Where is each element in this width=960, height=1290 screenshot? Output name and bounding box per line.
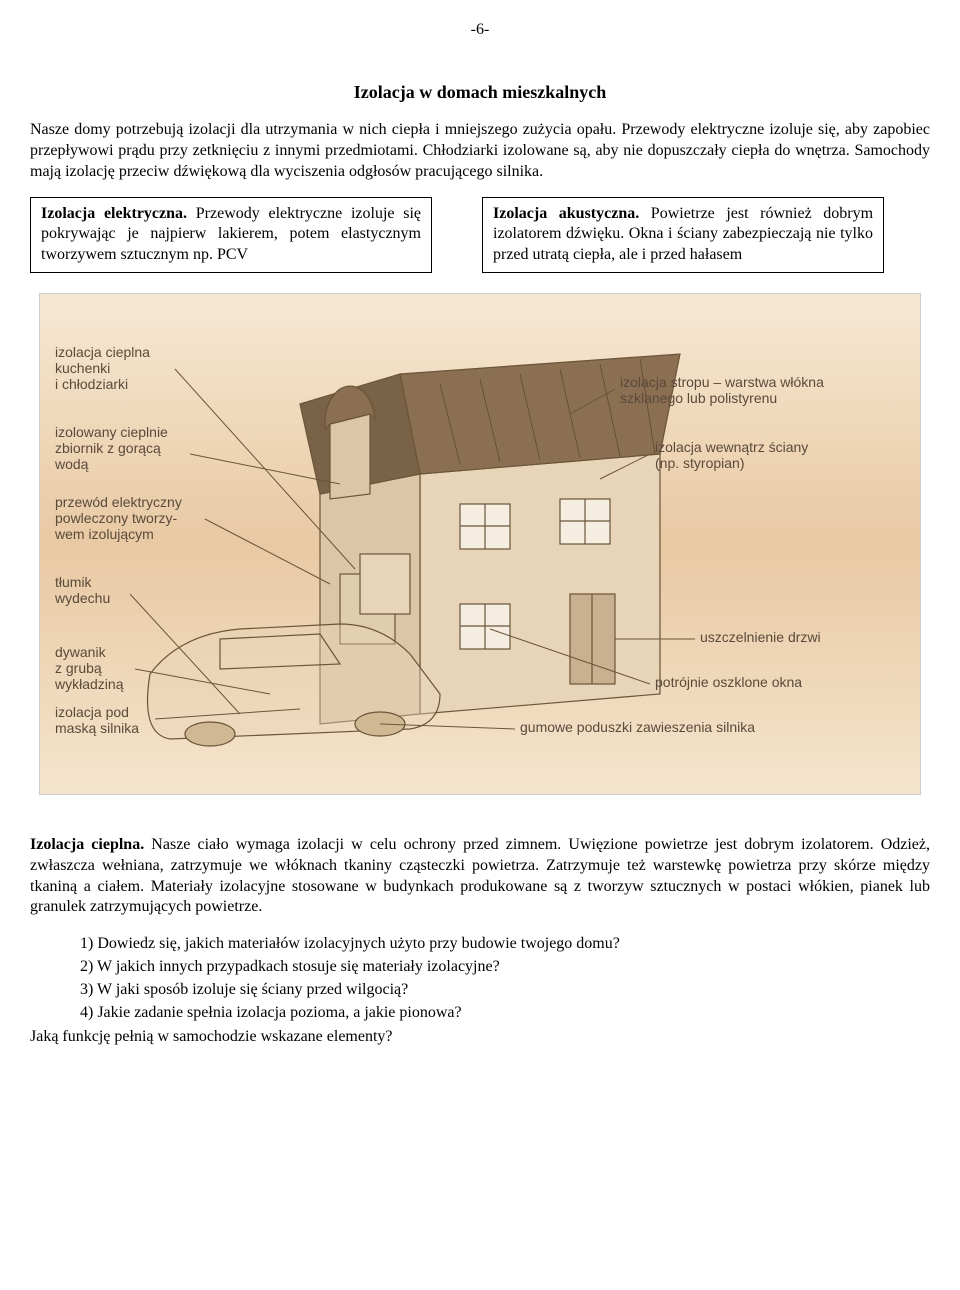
question-item: 1) Dowiedz się, jakich materiałów izolac… [80,934,930,955]
diagram-label: izolacja cieplnakuchenkii chłodziarki [55,344,150,392]
diagram-label: tłumikwydechu [55,574,110,606]
box-electrical-heading: Izolacja elektryczna. [41,205,187,222]
bottom-heading: Izolacja cieplna. [30,836,144,853]
house-svg [40,294,920,794]
diagram-label: izolacja podmaską silnika [55,704,139,736]
question-item: 2) W jakich innych przypadkach stosuje s… [80,957,930,978]
questions-list: 1) Dowiedz się, jakich materiałów izolac… [30,934,930,1023]
diagram-label: izolacja wewnątrz ściany(np. styropian) [655,439,808,471]
page-number: -6- [30,20,930,41]
diagram-label: izolacja stropu – warstwa włóknaszklaneg… [620,374,824,406]
bottom-paragraph: Izolacja cieplna. Nasze ciało wymaga izo… [30,835,930,918]
diagram-label: gumowe poduszki zawieszenia silnika [520,719,755,735]
question-item: 4) Jakie zadanie spełnia izolacja poziom… [80,1003,930,1024]
diagram-label: izolowany cieplniezbiornik z gorącąwodą [55,424,168,472]
house-diagram: izolacja cieplnakuchenkii chłodziarki izo… [39,293,921,795]
diagram-label: potrójnie oszklone okna [655,674,802,690]
info-boxes-row: Izolacja elektryczna. Przewody elektrycz… [30,197,930,273]
bottom-body: Nasze ciało wymaga izolacji w celu ochro… [30,836,930,915]
diagram-label: przewód elektrycznypowleczony tworzy-wem… [55,494,182,542]
question-item: 3) W jaki sposób izoluje się ściany prze… [80,980,930,1001]
intro-paragraph: Nasze domy potrzebują izolacji dla utrzy… [30,120,930,182]
box-electrical: Izolacja elektryczna. Przewody elektrycz… [30,197,432,273]
diagram-label: uszczelnienie drzwi [700,629,821,645]
diagram-label: dywanikz grubąwykładziną [55,644,123,692]
page-title: Izolacja w domach mieszkalnych [30,81,930,104]
box-acoustic: Izolacja akustyczna. Powietrze jest równ… [482,197,884,273]
box-acoustic-heading: Izolacja akustyczna. [493,205,639,222]
final-question: Jaką funkcję pełnią w samochodzie wskaza… [30,1027,930,1048]
